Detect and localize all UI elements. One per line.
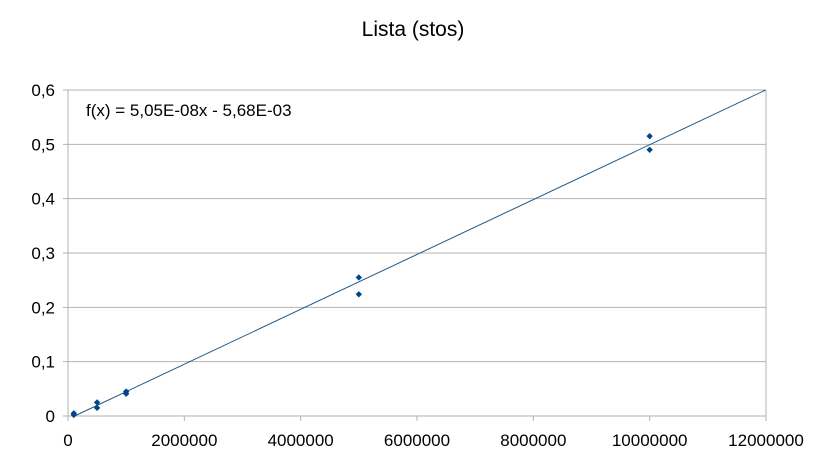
data-point xyxy=(355,274,363,281)
x-tick-labels: 0 2000000 4000000 6000000 8000000 10000000 120… xyxy=(63,431,804,450)
data-point xyxy=(93,399,101,406)
axes xyxy=(67,90,767,421)
x-tick-label: 10000000 xyxy=(612,431,688,450)
data-point xyxy=(70,411,78,419)
x-tick-label: 8000000 xyxy=(500,431,566,450)
y-tick-label: 0,4 xyxy=(31,190,55,209)
data-points xyxy=(70,132,653,419)
y-tick-label: 0,5 xyxy=(31,135,55,154)
x-tick-label: 12000000 xyxy=(728,431,804,450)
y-tick-label: 0,6 xyxy=(31,81,55,100)
trendline-group xyxy=(74,89,766,417)
data-point xyxy=(122,390,130,397)
x-tick-label: 2000000 xyxy=(151,431,217,450)
y-tick-label: 0,2 xyxy=(31,298,55,317)
x-tick-label: 6000000 xyxy=(384,431,450,450)
data-point xyxy=(646,132,653,140)
x-tick-label: 4000000 xyxy=(268,431,334,450)
y-tick-label: 0,1 xyxy=(31,353,55,372)
chart-title: Lista (stos) xyxy=(362,18,465,41)
x-tick-label: 0 xyxy=(63,431,72,450)
trendline-equation: f(x) = 5,05E-08x - 5,68E-03 xyxy=(86,101,292,120)
y-tick-label: 0,3 xyxy=(31,244,55,263)
gridlines xyxy=(63,89,766,417)
data-point xyxy=(355,291,363,298)
data-point xyxy=(93,404,101,412)
y-tick-label: 0 xyxy=(46,407,55,426)
trendline xyxy=(74,89,766,417)
data-point xyxy=(646,146,653,153)
y-tick-labels: 0 0,1 0,2 0,3 0,4 0,5 0,6 xyxy=(31,81,55,426)
